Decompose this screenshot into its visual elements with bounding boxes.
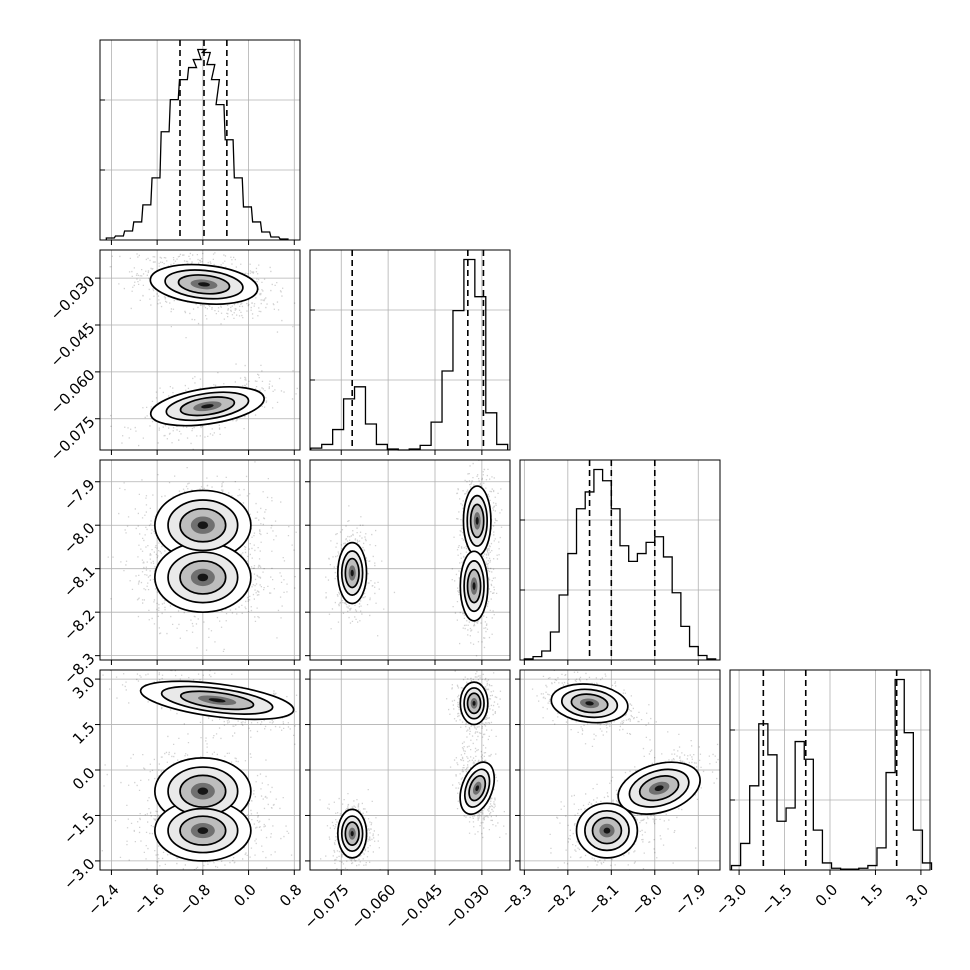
density-layer — [319, 670, 507, 870]
density-contour-4-0 — [350, 569, 354, 577]
y-tick-label: −8.2 — [60, 606, 98, 644]
density-contour-4-0 — [208, 698, 226, 703]
scatter-points — [319, 670, 507, 870]
scatter-panel-3-2 — [519, 669, 721, 871]
scatter-panel-3-0 — [99, 669, 301, 871]
y-tick-label: −3.0 — [60, 855, 98, 893]
y-tick-label: −7.9 — [60, 476, 98, 514]
histogram-panel-0 — [99, 39, 301, 241]
y-tick-label: 0.0 — [69, 764, 99, 794]
x-tick-label: −8.0 — [628, 881, 666, 919]
y-tick-label: −8.1 — [60, 563, 98, 601]
density-layer — [325, 460, 503, 657]
histogram-panel-3 — [729, 669, 933, 871]
panel-frame — [519, 459, 721, 661]
y-tick-label: −8.0 — [60, 519, 98, 557]
y-tick-label: −0.045 — [47, 319, 99, 371]
density-contour-4-1 — [475, 517, 479, 525]
histogram-step-2 — [523, 468, 717, 660]
y-tick-label: 1.5 — [69, 718, 99, 748]
density-contour-4-0 — [585, 701, 594, 706]
density-contour-4-1 — [197, 787, 209, 795]
histogram-panel-1 — [309, 249, 511, 451]
x-tick-label: −7.9 — [671, 881, 709, 919]
density-layer — [107, 461, 297, 652]
y-tick-label: −0.030 — [47, 272, 99, 324]
y-tick-label: −0.060 — [47, 366, 99, 418]
density-contour-4-2 — [603, 827, 611, 834]
histogram-panel-2 — [519, 459, 721, 661]
density-contour-4-2 — [197, 827, 209, 834]
panel-frame — [309, 249, 511, 451]
x-tick-label: −8.2 — [541, 881, 579, 919]
density-contour-4-2 — [472, 582, 476, 590]
scatter-panel-1-0 — [99, 249, 301, 451]
x-tick-label: −8.3 — [497, 881, 535, 919]
x-tick-label: 0.0 — [812, 881, 842, 911]
density-layer — [109, 250, 298, 450]
x-tick-label: 0.0 — [230, 881, 260, 911]
x-tick-label: −0.030 — [441, 881, 493, 933]
scatter-panel-2-0 — [99, 459, 301, 661]
x-tick-label: −8.1 — [584, 881, 622, 919]
density-contour-4-1 — [475, 785, 480, 792]
density-layer — [101, 670, 298, 870]
histogram-step-1 — [310, 258, 509, 451]
x-tick-label: −2.4 — [84, 881, 122, 919]
histogram-step-0 — [105, 48, 289, 240]
x-tick-label: 0.8 — [276, 881, 306, 911]
panel-frame — [99, 459, 301, 661]
x-tick-label: −3.0 — [712, 881, 750, 919]
x-tick-label: −0.075 — [301, 881, 353, 933]
x-tick-label: −0.8 — [176, 881, 214, 919]
density-contour-4-1 — [654, 785, 664, 792]
x-tick-label: −0.045 — [394, 881, 446, 933]
density-contour-4-0 — [197, 521, 209, 530]
density-contour-4-2 — [350, 830, 354, 837]
x-tick-label: 1.5 — [857, 881, 887, 911]
panel-frame — [309, 459, 511, 661]
density-contour-4-0 — [198, 282, 210, 287]
density-layer — [531, 670, 720, 870]
panel-frame — [99, 39, 301, 241]
x-tick-label: −1.6 — [130, 881, 168, 919]
scatter-panel-2-1 — [309, 459, 511, 661]
x-tick-label: 3.0 — [903, 881, 933, 911]
density-contour-4-1 — [197, 573, 209, 582]
histogram-step-3 — [730, 678, 933, 870]
y-tick-label: −0.075 — [47, 413, 99, 465]
panel-frame — [99, 249, 301, 451]
x-tick-label: −1.5 — [757, 881, 795, 919]
density-contour-4-1 — [201, 404, 214, 409]
y-tick-label: −1.5 — [60, 809, 98, 847]
x-tick-label: −0.060 — [347, 881, 399, 933]
scatter-panel-3-1 — [309, 669, 511, 871]
density-contour-4-0 — [472, 701, 476, 706]
